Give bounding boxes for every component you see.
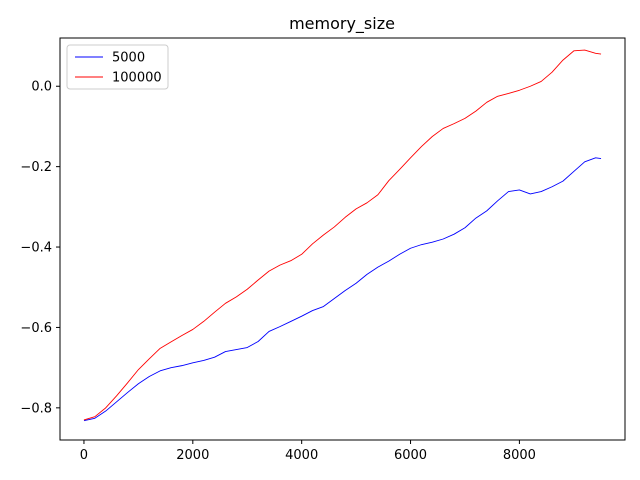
x-tick-label: 0 — [80, 448, 88, 463]
axes-frame — [59, 37, 626, 441]
x-tick-label: 8000 — [503, 448, 536, 463]
y-tick-label: −0.6 — [20, 321, 52, 336]
y-tick-label: 0.0 — [31, 80, 52, 95]
x-tick-label: 4000 — [285, 448, 318, 463]
x-tick-label: 6000 — [394, 448, 427, 463]
y-tick-label: −0.4 — [20, 241, 52, 256]
x-tick-label: 2000 — [176, 448, 209, 463]
y-tick-label: −0.2 — [20, 160, 52, 175]
legend-label-5000: 5000 — [112, 51, 145, 66]
chart-title: memory_size — [289, 14, 395, 34]
series-line-5000 — [83, 157, 602, 422]
legend-box — [66, 44, 169, 90]
legend: 5000 100000 — [66, 44, 169, 90]
y-tick-label: −0.8 — [20, 401, 52, 416]
plot-area — [83, 49, 602, 422]
axes: 0 2000 4000 6000 8000 −0.8 −0.6 −0.4 −0.2 0.0 — [20, 37, 626, 463]
legend-label-100000: 100000 — [112, 71, 162, 86]
series-line-100000 — [83, 49, 602, 421]
